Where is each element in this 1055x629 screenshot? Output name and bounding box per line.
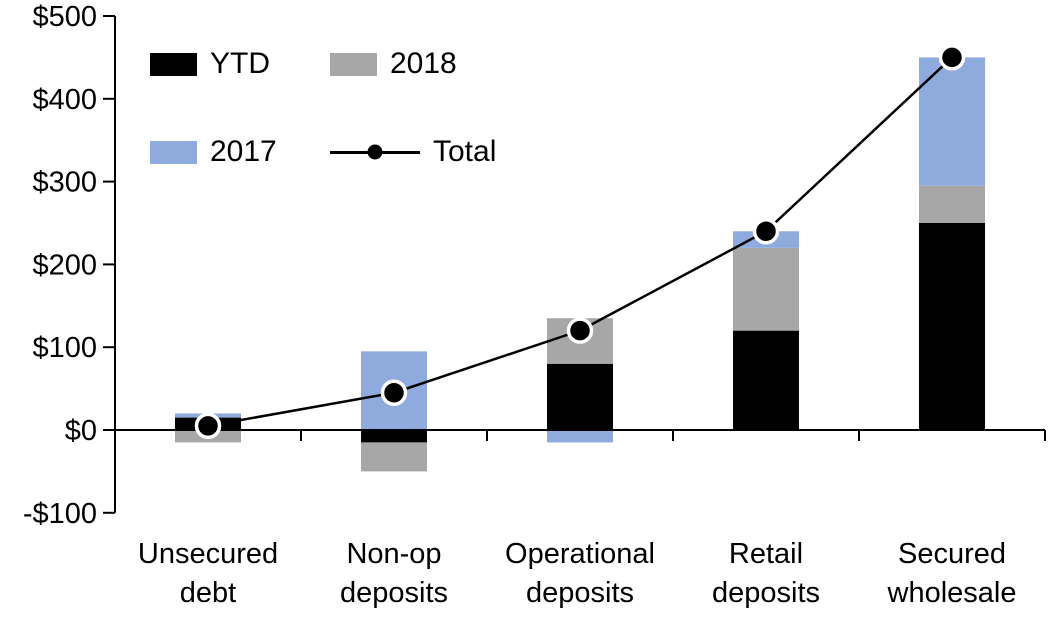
y-tick-label: $200 <box>32 249 97 281</box>
category-label: Non-op <box>346 538 441 570</box>
legend-line-marker-total-icon <box>330 150 420 154</box>
category-label: deposits <box>526 577 634 609</box>
category-label: Secured <box>898 538 1006 570</box>
total-marker <box>194 412 222 440</box>
category-label: debt <box>180 577 236 609</box>
chart-legend: YTD 2018 2017 Total <box>150 47 496 169</box>
bar-segment-2017 <box>547 430 613 443</box>
legend-swatch-2017-icon <box>150 140 197 164</box>
bar-segment-ytd <box>547 363 613 430</box>
bar-segment-ytd <box>361 430 427 443</box>
total-marker <box>566 317 594 344</box>
y-tick-label: -$100 <box>23 498 97 530</box>
legend-swatch-ytd-icon <box>150 52 197 76</box>
category-label: deposits <box>340 577 448 609</box>
legend-label-ytd: YTD <box>210 47 270 80</box>
total-marker <box>380 379 408 406</box>
bar-segment-2018 <box>919 185 985 223</box>
category-label: wholesale <box>887 577 1017 609</box>
category-label: Retail <box>729 538 803 570</box>
y-tick-label: $300 <box>32 167 97 199</box>
legend-item-2018: 2018 <box>330 47 496 81</box>
total-marker <box>752 218 780 245</box>
bar-segment-2017 <box>919 57 985 186</box>
category-label: Operational <box>505 538 655 570</box>
y-tick-label: $100 <box>32 332 97 364</box>
legend-item-total: Total <box>330 135 496 169</box>
legend-label-total: Total <box>433 135 497 168</box>
legend-item-2017: 2017 <box>150 135 330 169</box>
bar-segment-ytd <box>733 330 799 430</box>
total-marker <box>938 44 966 71</box>
bar-segment-ytd <box>919 223 985 430</box>
legend-label-2018: 2018 <box>390 47 457 80</box>
bar-segment-2018 <box>733 247 799 331</box>
y-tick-label: $0 <box>65 415 97 447</box>
y-tick-label: $500 <box>32 1 97 33</box>
y-tick-label: $400 <box>32 84 97 116</box>
legend-label-2017: 2017 <box>210 135 277 168</box>
legend-item-ytd: YTD <box>150 47 330 81</box>
bar-segment-2018 <box>361 442 427 472</box>
category-label: Unsecured <box>138 538 278 570</box>
legend-swatch-2018-icon <box>330 52 377 76</box>
category-label: deposits <box>712 577 820 609</box>
